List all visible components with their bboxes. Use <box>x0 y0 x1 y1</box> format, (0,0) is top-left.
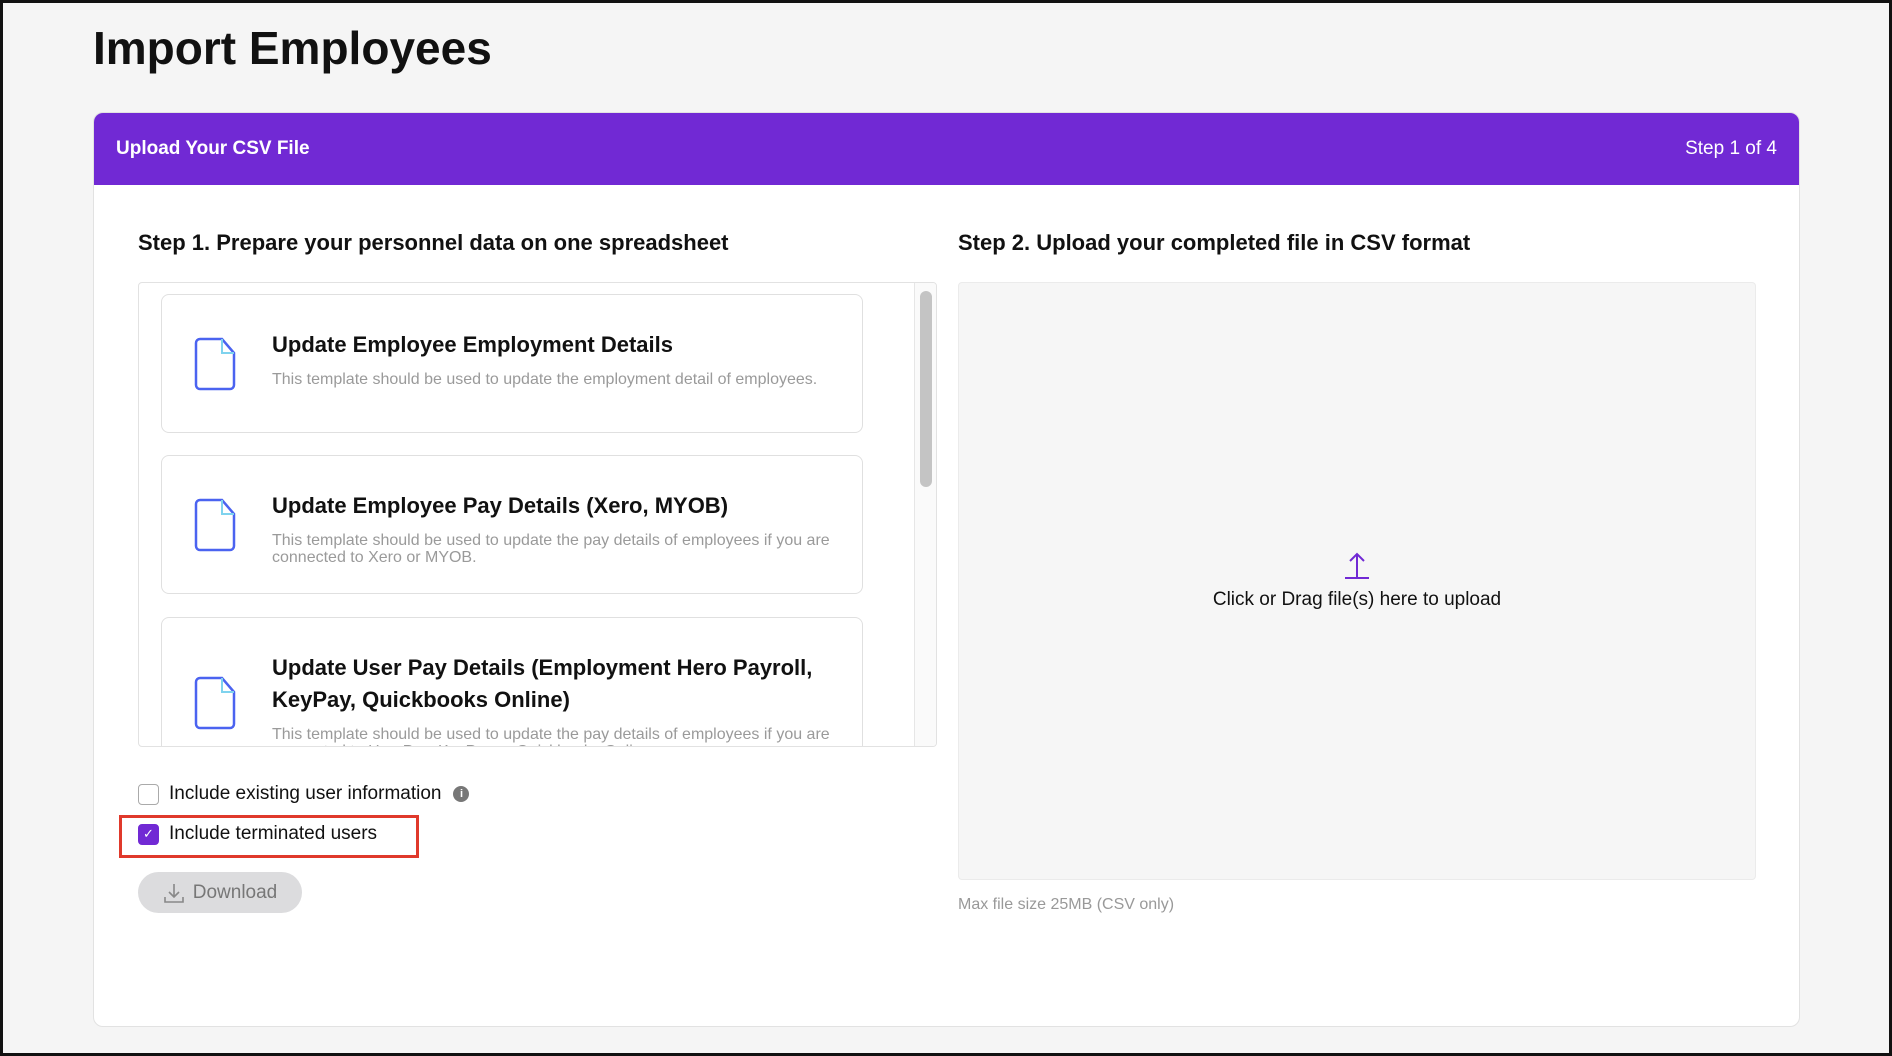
template-desc: This template should be used to update t… <box>272 726 830 746</box>
import-card: Upload Your CSV File Step 1 of 4 Step 1.… <box>93 112 1800 1027</box>
step-indicator: Step 1 of 4 <box>1685 138 1777 159</box>
include-terminated-option[interactable]: ✓ Include terminated users <box>138 823 377 845</box>
header-title: Upload Your CSV File <box>116 138 310 159</box>
scrollbar-thumb[interactable] <box>920 291 932 487</box>
highlight-box <box>119 815 419 858</box>
step2-heading: Step 2. Upload your completed file in CS… <box>958 230 1471 255</box>
include-terminated-label: Include terminated users <box>169 823 378 844</box>
template-card[interactable]: Update Employee Pay Details (Xero, MYOB)… <box>161 455 863 594</box>
template-title: Update User Pay Details (Employment Hero… <box>272 655 813 712</box>
max-file-size: Max file size 25MB (CSV only) <box>958 896 1175 913</box>
scrollbar[interactable] <box>914 283 936 746</box>
info-icon[interactable]: i <box>453 786 470 802</box>
file-icon <box>194 337 236 391</box>
template-title: Update Employee Employment Details <box>272 332 673 357</box>
include-existing-label: Include existing user information <box>169 783 442 804</box>
upload-icon <box>1345 552 1369 579</box>
file-icon <box>194 676 236 730</box>
dropzone-text: Click or Drag file(s) here to upload <box>1212 589 1502 610</box>
download-button[interactable]: Download <box>138 872 302 913</box>
include-existing-option[interactable]: Include existing user information i <box>138 783 470 805</box>
include-terminated-checkbox[interactable]: ✓ <box>138 823 159 845</box>
template-desc: This template should be used to update t… <box>272 371 818 388</box>
include-existing-checkbox[interactable] <box>138 783 159 805</box>
step1-heading: Step 1. Prepare your personnel data on o… <box>138 230 729 255</box>
card-header: Upload Your CSV File Step 1 of 4 <box>94 113 1799 185</box>
download-icon <box>163 883 184 903</box>
download-label: Download <box>192 881 278 903</box>
template-list: Update Employee Employment Details This … <box>138 282 937 747</box>
template-desc: This template should be used to update t… <box>272 532 830 566</box>
template-title: Update Employee Pay Details (Xero, MYOB) <box>272 493 729 518</box>
template-card[interactable]: Update Employee Employment Details This … <box>161 294 863 433</box>
upload-dropzone[interactable]: Click or Drag file(s) here to upload <box>958 282 1756 880</box>
page-title: Import Employees <box>93 22 492 74</box>
template-card[interactable]: Update User Pay Details (Employment Hero… <box>161 617 863 746</box>
file-icon <box>194 498 236 552</box>
